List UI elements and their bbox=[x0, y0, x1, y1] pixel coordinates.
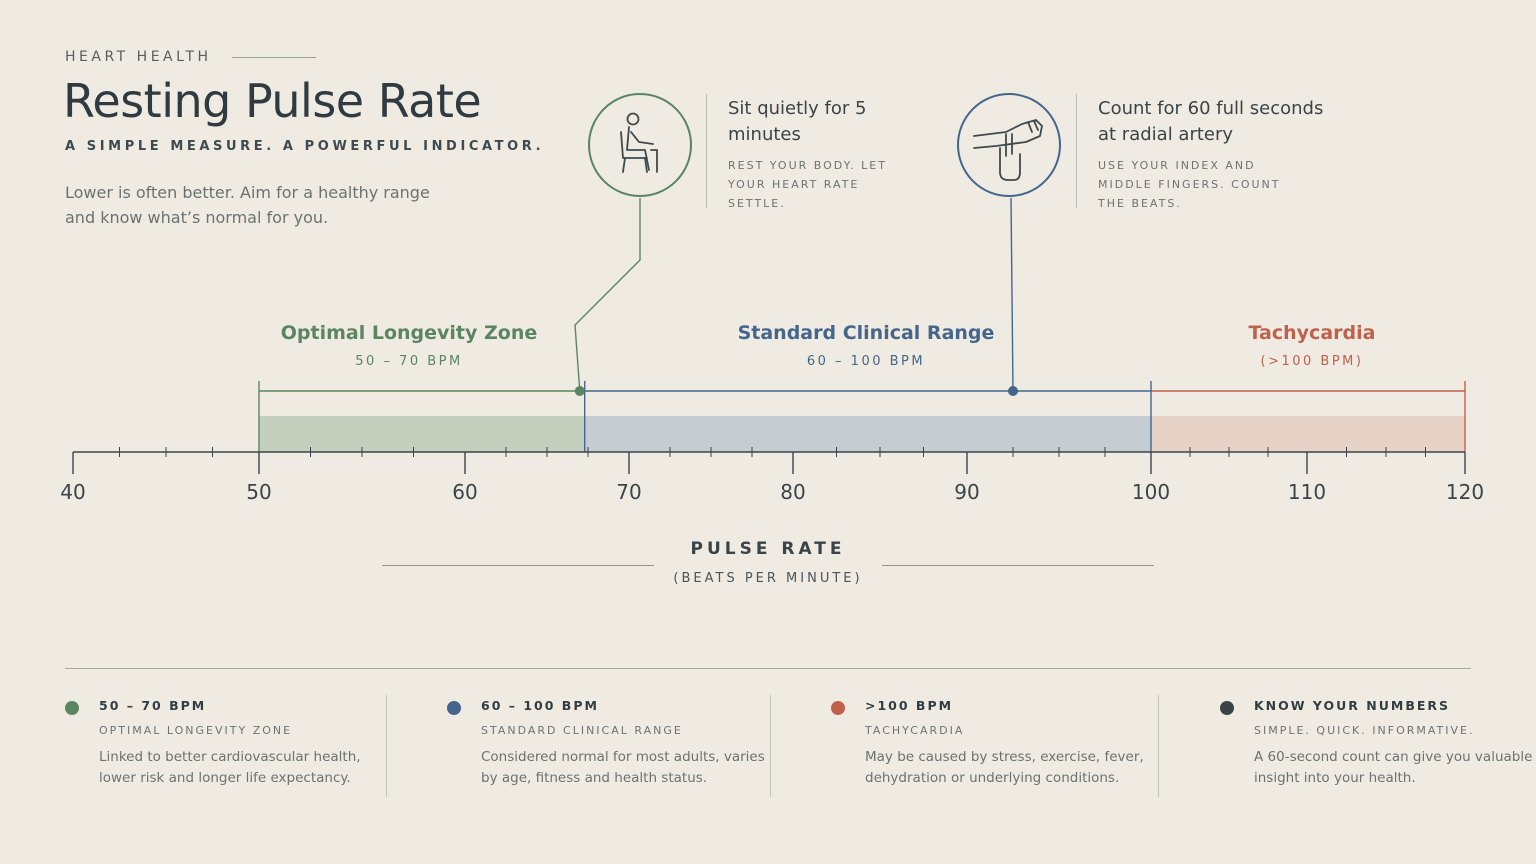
seated-person-icon bbox=[588, 93, 692, 197]
tick-label: 50 bbox=[246, 480, 271, 504]
zone-title-standard: Standard Clinical Range bbox=[737, 322, 995, 344]
legend-subheading: TACHYCARDIA bbox=[865, 724, 965, 737]
step-description: REST YOUR BODY. LET YOUR HEART RATE SETT… bbox=[728, 159, 887, 210]
legend-dot bbox=[65, 701, 79, 715]
legend-heading: KNOW YOUR NUMBERS bbox=[1254, 698, 1451, 713]
axis-title-rule-right bbox=[882, 565, 1154, 566]
tick-label: 90 bbox=[954, 480, 979, 504]
step-title: Count for 60 full seconds at radial arte… bbox=[1098, 98, 1324, 145]
step-separator bbox=[1076, 94, 1077, 208]
tick-label: 60 bbox=[452, 480, 477, 504]
legend-description: May be caused by stress, exercise, fever… bbox=[865, 749, 1144, 786]
eyebrow-rule bbox=[232, 57, 316, 58]
legend-separator bbox=[770, 695, 771, 797]
zone-range-optimal: 50 – 70 BPM bbox=[355, 354, 463, 369]
intro-text: Lower is often better. Aim for a healthy… bbox=[65, 183, 430, 227]
step-pointer-line bbox=[574, 198, 641, 392]
step-seated-icon bbox=[587, 92, 693, 202]
legend-separator bbox=[386, 695, 387, 797]
tick-label: 80 bbox=[780, 480, 805, 504]
tick-label: 100 bbox=[1132, 480, 1170, 504]
legend-subheading: OPTIMAL LONGEVITY ZONE bbox=[99, 724, 293, 737]
tick-label: 120 bbox=[1446, 480, 1484, 504]
legend-dot bbox=[1220, 701, 1234, 715]
zone-range-standard: 60 – 100 BPM bbox=[806, 354, 926, 369]
zone-band bbox=[259, 416, 585, 452]
step-pointer-dot bbox=[1008, 386, 1018, 396]
zone-band bbox=[1151, 416, 1465, 452]
eyebrow-label: HEART HEALTH bbox=[65, 49, 212, 65]
zone-range-tachycardia: (>100 BPM) bbox=[1260, 354, 1364, 369]
legend-description: Considered normal for most adults, varie… bbox=[481, 749, 765, 786]
legend-separator bbox=[1158, 695, 1159, 797]
page-title: Resting Pulse Rate bbox=[63, 74, 482, 128]
axis-title: PULSE RATE bbox=[690, 539, 846, 559]
step-pointer-dot bbox=[574, 386, 585, 396]
tick-label: 70 bbox=[616, 480, 641, 504]
zone-band bbox=[584, 416, 1151, 452]
legend-dot bbox=[447, 701, 461, 715]
legend-subheading: STANDARD CLINICAL RANGE bbox=[481, 724, 683, 737]
axis-subtitle: (BEATS PER MINUTE) bbox=[673, 571, 863, 586]
legend-heading: 60 – 100 BPM bbox=[481, 698, 599, 713]
legend-heading: >100 BPM bbox=[865, 698, 954, 713]
zone-title-optimal: Optimal Longevity Zone bbox=[280, 322, 538, 344]
axis-title-rule-left bbox=[382, 565, 654, 566]
legend-subheading: SIMPLE. QUICK. INFORMATIVE. bbox=[1254, 724, 1475, 737]
legend-dot bbox=[831, 701, 845, 715]
tick-label: 40 bbox=[60, 480, 85, 504]
step-wrist-icon bbox=[956, 92, 1062, 202]
legend-description: A 60-second count can give you valuable … bbox=[1254, 749, 1533, 786]
page-subtitle: A SIMPLE MEASURE. A POWERFUL INDICATOR. bbox=[65, 139, 545, 154]
legend-divider bbox=[65, 668, 1471, 669]
pulse-range-chart: 40 50 60 70 80 90 100 110 120 bbox=[60, 197, 1484, 504]
zone-title-tachycardia: Tachycardia bbox=[1248, 322, 1376, 344]
step-separator bbox=[706, 94, 707, 208]
step-pointer-line bbox=[1010, 197, 1014, 392]
wrist-pulse-icon bbox=[957, 93, 1061, 197]
legend-description: Linked to better cardiovascular health, … bbox=[99, 749, 361, 786]
step-description: USE YOUR INDEX AND MIDDLE FINGERS. COUNT… bbox=[1098, 159, 1281, 210]
step-title: Sit quietly for 5 minutes bbox=[728, 98, 867, 145]
tick-label: 110 bbox=[1288, 480, 1326, 504]
legend-heading: 50 – 70 BPM bbox=[99, 698, 207, 713]
